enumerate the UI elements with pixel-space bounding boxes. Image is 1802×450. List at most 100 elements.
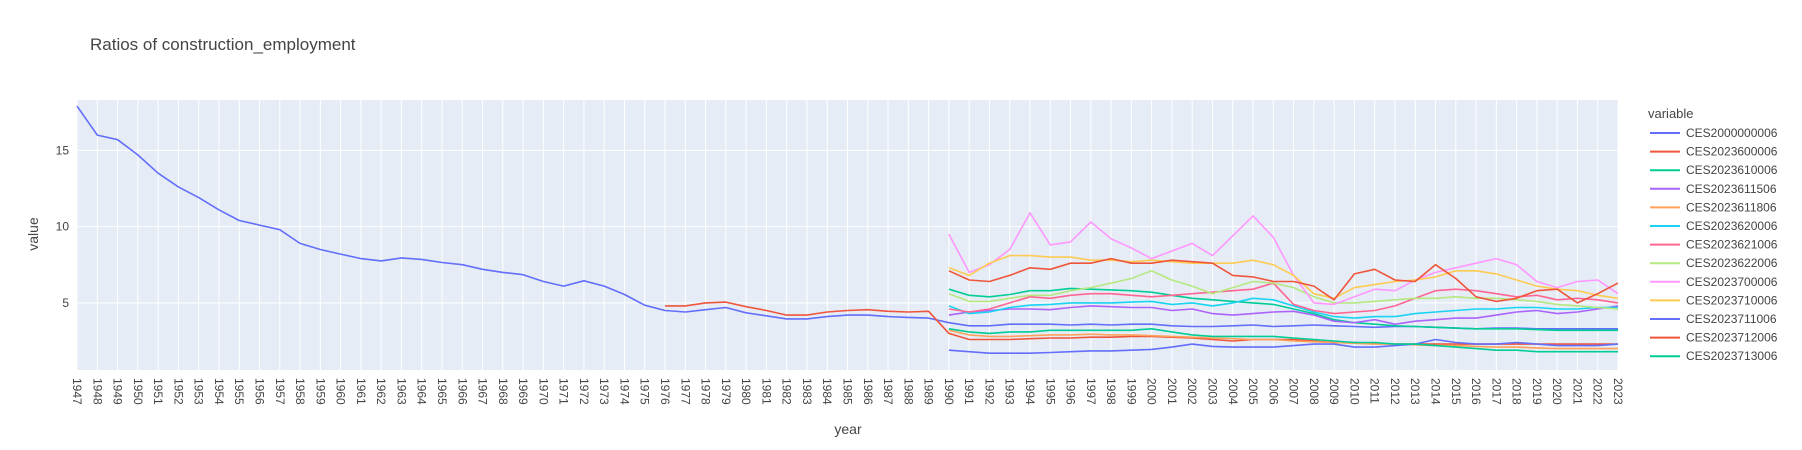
x-tick-label: 1956 [252, 378, 266, 405]
legend-label: CES2023622006 [1686, 256, 1778, 270]
x-tick-label: 1958 [293, 378, 307, 405]
legend-item-ces2023711006[interactable]: CES2023711006 [1650, 312, 1777, 326]
x-tick-label: 2008 [1307, 378, 1321, 405]
x-axis-ticks: 1947 1948 1949 1950 1951 1952 1953 1954 1955 1956… [70, 378, 1625, 405]
legend-item-ces2023700006[interactable]: CES2023700006 [1650, 275, 1778, 289]
series-line-ces2023611806[interactable] [948, 329, 1618, 350]
x-tick-label: 2006 [1266, 378, 1280, 405]
x-tick-label: 1990 [942, 378, 956, 405]
legend-label: CES2023712006 [1686, 331, 1778, 345]
x-tick-label: 2009 [1327, 378, 1341, 405]
x-tick-label: 2003 [1205, 378, 1219, 405]
legend-item-ces2023710006[interactable]: CES2023710006 [1650, 293, 1778, 307]
series-line-ces2023610006[interactable] [948, 287, 1618, 332]
x-tick-label: 1950 [131, 378, 145, 405]
x-tick-label: 1979 [719, 378, 733, 405]
legend-item-ces2023713006[interactable]: CES2023713006 [1650, 349, 1778, 363]
x-tick-label: 1974 [617, 378, 631, 405]
legend-item-ces2023611506[interactable]: CES2023611506 [1650, 182, 1777, 196]
series-line-ces2023700006[interactable] [948, 212, 1619, 306]
legend-label: CES2023713006 [1686, 349, 1778, 363]
x-tick-label: 1992 [982, 378, 996, 405]
x-tick-label: 1952 [171, 378, 185, 405]
x-tick-label: 2004 [1226, 378, 1240, 405]
x-tick-label: 1953 [192, 378, 206, 405]
x-tick-label: 1961 [354, 378, 368, 405]
x-tick-label: 2010 [1347, 378, 1361, 405]
x-tick-label: 1985 [841, 378, 855, 405]
x-tick-label: 2011 [1368, 378, 1382, 404]
y-axis-title: value [25, 217, 41, 251]
series-line-ces2023711006[interactable] [948, 338, 1619, 355]
legend-item-ces2023622006[interactable]: CES2023622006 [1650, 256, 1778, 270]
x-tick-label: 1986 [861, 378, 875, 405]
legend-label: CES2023620006 [1686, 219, 1778, 233]
series-line-ces2023600006[interactable] [665, 301, 1618, 345]
x-tick-label: 2002 [1185, 378, 1199, 405]
y-axis-ticks: 5 10 15 [56, 143, 70, 310]
legend-label: CES2023611506 [1686, 182, 1777, 196]
x-tick-label: 1954 [212, 378, 226, 405]
legend-label: CES2000000006 [1686, 126, 1778, 140]
legend-item-ces2000000006[interactable]: CES2000000006 [1650, 126, 1778, 140]
legend-label: CES2023700006 [1686, 275, 1778, 289]
series-line-ces2000000006[interactable] [76, 105, 1618, 330]
x-tick-label: 1984 [820, 378, 834, 405]
x-tick-label: 2015 [1449, 378, 1463, 405]
legend[interactable]: variable CES2000000006 CES2023600006 CES20… [1648, 106, 1778, 363]
x-tick-label: 1995 [1043, 378, 1057, 405]
x-tick-label: 1960 [334, 378, 348, 405]
series-lines [76, 105, 1619, 355]
x-tick-label: 1972 [577, 378, 591, 405]
legend-item-ces2023610006[interactable]: CES2023610006 [1650, 163, 1778, 177]
x-tick-label: 1997 [1084, 378, 1098, 405]
x-tick-label: 2023 [1611, 378, 1625, 405]
x-tick-label: 1970 [536, 378, 550, 405]
x-tick-label: 2021 [1570, 378, 1584, 405]
x-tick-label: 1968 [496, 378, 510, 405]
x-tick-label: 1965 [435, 378, 449, 405]
x-tick-label: 1987 [881, 378, 895, 405]
x-tick-label: 2001 [1165, 378, 1179, 405]
legend-label: CES2023600006 [1686, 145, 1778, 159]
legend-label: CES2023710006 [1686, 293, 1778, 307]
x-tick-label: 1975 [638, 378, 652, 405]
chart-title: Ratios of construction_employment [90, 35, 356, 54]
x-tick-label: 1964 [415, 378, 429, 405]
x-tick-label: 1955 [232, 378, 246, 405]
x-tick-label: 1947 [70, 378, 84, 405]
x-tick-label: 2020 [1550, 378, 1564, 405]
x-tick-label: 1993 [1003, 378, 1017, 405]
series-line-ces2023713006[interactable] [948, 327, 1618, 353]
legend-item-ces2023712006[interactable]: CES2023712006 [1650, 331, 1778, 345]
x-tick-label: 1951 [151, 378, 165, 405]
series-line-ces2023620006[interactable] [948, 297, 1618, 319]
x-tick-label: 1991 [962, 378, 976, 405]
legend-item-ces2023611806[interactable]: CES2023611806 [1650, 200, 1777, 214]
y-tick-label: 5 [62, 296, 69, 310]
series-line-ces2023712006[interactable] [948, 257, 1619, 304]
series-line-ces2023621006[interactable] [948, 282, 1619, 315]
series-line-ces2023611506[interactable] [948, 305, 1619, 326]
x-tick-label: 1971 [557, 378, 571, 405]
x-tick-label: 1981 [759, 378, 773, 405]
x-tick-label: 2005 [1246, 378, 1260, 405]
x-tick-label: 1967 [476, 378, 490, 405]
legend-item-ces2023600006[interactable]: CES2023600006 [1650, 145, 1778, 159]
x-tick-label: 2019 [1530, 378, 1544, 405]
x-tick-label: 1989 [922, 378, 936, 405]
x-tick-label: 2007 [1287, 378, 1301, 405]
x-tick-label: 2022 [1591, 378, 1605, 405]
legend-title: variable [1648, 106, 1694, 121]
y-tick-label: 10 [56, 220, 70, 234]
series-line-ces2023710006[interactable] [948, 254, 1619, 300]
legend-item-ces2023620006[interactable]: CES2023620006 [1650, 219, 1778, 233]
x-tick-label: 2012 [1388, 378, 1402, 405]
x-tick-label: 1963 [394, 378, 408, 405]
x-tick-label: 1998 [1104, 378, 1118, 405]
legend-item-ces2023621006[interactable]: CES2023621006 [1650, 238, 1778, 252]
x-tick-label: 1983 [800, 378, 814, 405]
x-tick-label: 1996 [1064, 378, 1078, 405]
x-tick-label: 1976 [658, 378, 672, 405]
